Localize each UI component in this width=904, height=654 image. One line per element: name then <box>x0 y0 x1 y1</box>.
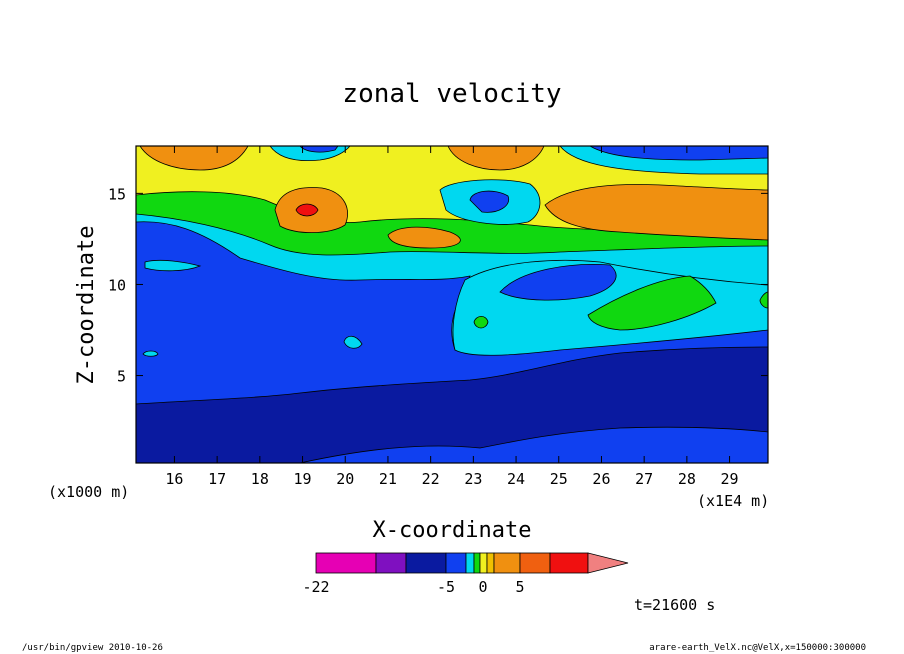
chart-title: zonal velocity <box>342 79 561 109</box>
field-red-left-cell <box>295 203 319 217</box>
colorbar-segment <box>445 552 467 574</box>
x-tick-label: 25 <box>550 470 568 488</box>
colorbar-segment <box>375 552 407 574</box>
colorbar-segment <box>405 552 447 574</box>
y-axis-label: Z-coordinate <box>74 226 99 385</box>
field-cyan-patch <box>144 259 202 272</box>
colorbar-labels: -22 -5 0 5 <box>302 578 524 596</box>
x-unit-left: (x1000 m) <box>48 483 129 501</box>
field-green-small <box>473 315 489 329</box>
x-tick-label: 29 <box>721 470 739 488</box>
x-tick-label: 17 <box>208 470 226 488</box>
x-tick-label: 20 <box>336 470 354 488</box>
x-tick-label: 22 <box>422 470 440 488</box>
colorbar-segment <box>465 552 475 574</box>
colorbar-label: -5 <box>437 578 455 596</box>
colorbar-segment <box>549 552 589 574</box>
field-white-dot-left <box>142 350 159 357</box>
colorbar-label: 0 <box>478 578 487 596</box>
field-cyan-dot-mid <box>343 335 363 349</box>
plot-area <box>136 146 768 463</box>
field-blue-right-cell <box>499 264 617 301</box>
x-tick-label: 26 <box>592 470 610 488</box>
colorbar-segment <box>315 552 377 574</box>
x-tick-label: 21 <box>379 470 397 488</box>
time-label: t=21600 s <box>634 596 715 614</box>
x-tick-label: 23 <box>464 470 482 488</box>
y-tick-label: 5 <box>117 368 126 386</box>
footer-right: arare-earth_VelX.nc@VelX,x=150000:300000 <box>649 643 866 653</box>
colorbar-segment <box>486 552 495 574</box>
field-orange-top-mid <box>447 146 545 171</box>
x-axis: 16 17 18 19 20 21 22 23 24 25 26 27 28 29 <box>165 146 739 488</box>
footer-left: /usr/bin/gpview 2010-10-26 <box>22 643 163 653</box>
field-blue-top-right <box>589 146 768 161</box>
field-blue-lowest <box>299 426 768 463</box>
colorbar <box>315 552 629 574</box>
colorbar-segment <box>493 552 521 574</box>
x-tick-label: 19 <box>294 470 312 488</box>
colorbar-label: -22 <box>302 578 329 596</box>
field-orange-mid-cell <box>387 226 461 249</box>
y-tick-label: 10 <box>108 276 126 294</box>
y-tick-label: 15 <box>108 185 126 203</box>
x-tick-label: 28 <box>678 470 696 488</box>
plot-frame <box>135 145 769 464</box>
field-orange-right-cell <box>544 184 768 241</box>
field-orange-top-left <box>139 146 249 171</box>
colorbar-label: 5 <box>515 578 524 596</box>
x-axis-label: X-coordinate <box>373 518 532 543</box>
colorbar-segment <box>479 552 488 574</box>
colorbar-segment <box>473 552 481 574</box>
x-tick-label: 16 <box>165 470 183 488</box>
x-tick-label: 18 <box>251 470 269 488</box>
colorbar-segment <box>519 552 551 574</box>
x-tick-label: 27 <box>635 470 653 488</box>
x-unit-right: (x1E4 m) <box>697 492 769 510</box>
colorbar-arrow <box>587 552 629 574</box>
field-blue-top-cell <box>469 190 510 213</box>
field-green-right-cell <box>587 275 717 331</box>
y-axis: 5 10 15 <box>108 185 768 386</box>
field-green-edge-right <box>759 291 768 309</box>
x-tick-label: 24 <box>507 470 525 488</box>
